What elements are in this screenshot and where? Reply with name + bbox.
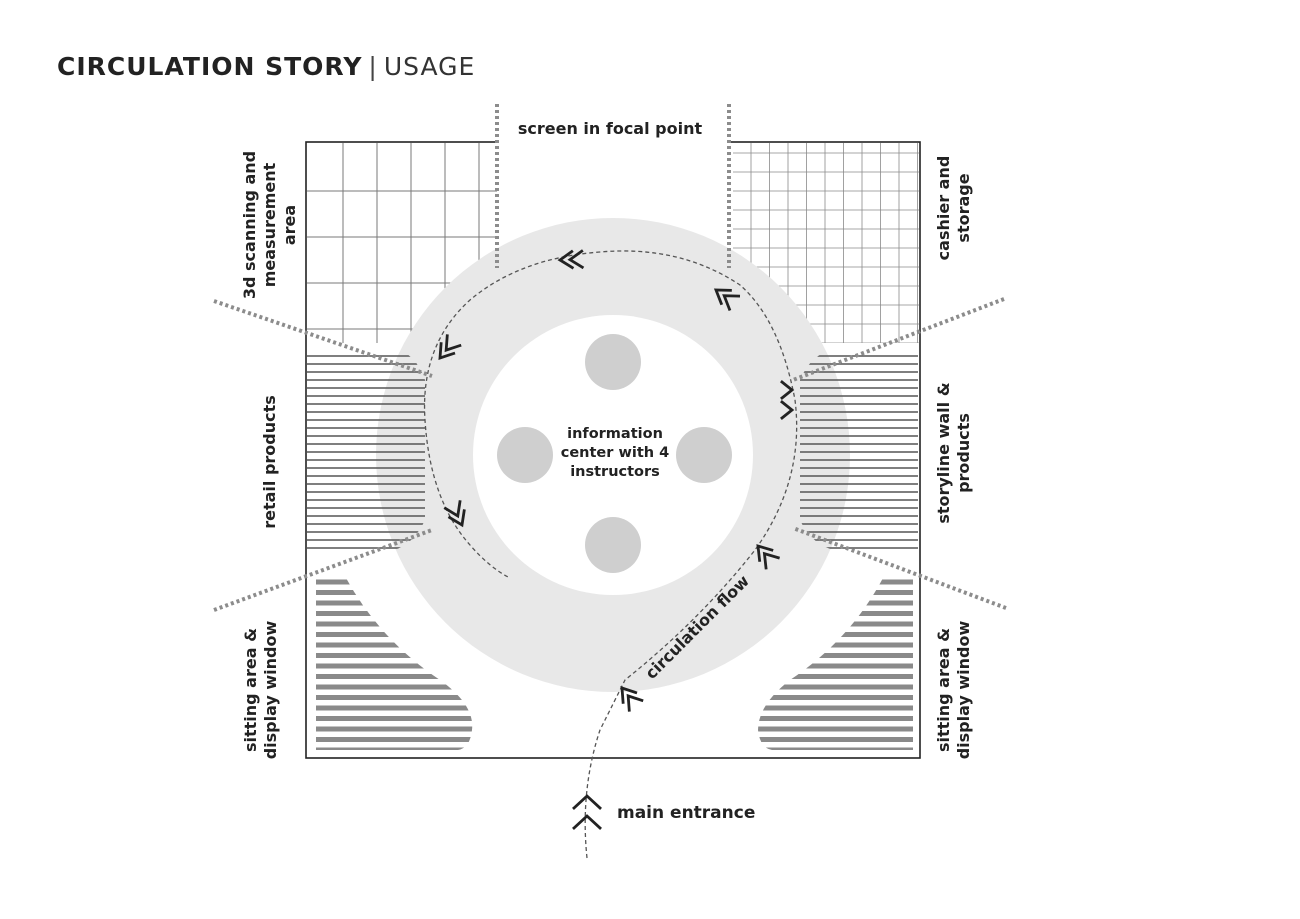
flow-arrow-upper-right (713, 288, 741, 311)
entrance-arrow-1 (572, 794, 602, 810)
information-center-circle (473, 315, 753, 595)
label-sitting-right: sitting area & display window (934, 620, 973, 759)
label-storyline: storyline wall & products (934, 382, 973, 523)
title-main: CIRCULATION STORY (57, 52, 363, 81)
zone-dividers (213, 297, 1007, 612)
title-separator: | (368, 52, 378, 81)
screen-opening (498, 138, 728, 146)
flow-arrows (438, 249, 795, 830)
label-information-center: information center with 4 instructors (561, 426, 669, 480)
flow-arrow-top (557, 249, 585, 270)
flow-arrow-right (780, 380, 795, 420)
flow-arrow-left (438, 334, 462, 360)
label-sitting-left: sitting area & display window (241, 620, 280, 759)
label-cashier-line-2: storage (954, 173, 973, 242)
label-cashier: cashier and storage (934, 156, 973, 261)
title-sub: USAGE (383, 52, 476, 81)
instructor-pod-right (676, 427, 732, 483)
label-scanning-area: 3d scanning and measurement area (240, 151, 299, 299)
label-scanning-line-3: area (280, 205, 299, 245)
label-scanning-line-1: 3d scanning and (240, 151, 259, 299)
instructor-pod-left (497, 427, 553, 483)
instructor-pod-top (585, 334, 641, 390)
flow-arrow-lower-left (443, 500, 466, 528)
label-sitting-right-line-1: sitting area & (934, 628, 953, 752)
label-screen: screen in focal point (518, 119, 703, 138)
entrance-arrow-2 (572, 814, 602, 830)
instructor-pod-bottom (585, 517, 641, 573)
label-info-line-3: instructors (570, 464, 660, 480)
label-sitting-left-line-2: display window (261, 620, 280, 759)
circulation-path (423, 250, 798, 859)
label-retail: retail products (260, 395, 279, 529)
page-title: CIRCULATION STORY | USAGE (57, 52, 475, 81)
label-info-line-2: center with 4 (561, 445, 669, 461)
label-retail-text: retail products (260, 395, 279, 529)
flow-arrow-mid (756, 544, 781, 570)
label-storyline-line-2: products (954, 413, 973, 493)
label-scanning-line-2: measurement (260, 162, 279, 287)
flow-arrow-lower (620, 686, 644, 712)
label-info-line-1: information (567, 426, 663, 442)
label-sitting-right-line-2: display window (954, 620, 973, 759)
cashier-area-grid (733, 143, 919, 343)
label-cashier-line-1: cashier and (934, 156, 953, 261)
label-storyline-line-1: storyline wall & (934, 382, 953, 523)
label-main-entrance: main entrance (617, 803, 755, 823)
label-sitting-left-line-1: sitting area & (241, 628, 260, 752)
